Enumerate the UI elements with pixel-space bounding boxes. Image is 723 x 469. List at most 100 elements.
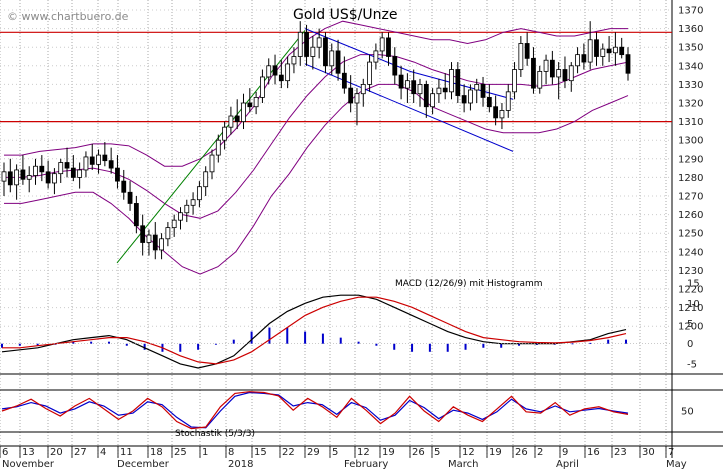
macd-histogram-bar (250, 331, 253, 344)
macd-tick-label: 5 (687, 319, 693, 330)
candle-up (354, 93, 360, 104)
candle-down (619, 46, 625, 56)
candle-down (121, 180, 127, 193)
price-tick-label: 1220 (678, 285, 703, 296)
candle-up (310, 46, 316, 57)
candle-down (581, 54, 587, 63)
candle-up (316, 37, 322, 48)
date-axis: 6 13 20 27 4 11 18 25 1 8 15 22 29 5 12 19 26 5 12 19 26 2 9 16… (0, 445, 723, 469)
candle-up (159, 238, 164, 251)
candle-down (606, 48, 612, 54)
day-tick-label: 23 (614, 447, 627, 458)
month-tick-label: February (344, 459, 388, 469)
candle-up (222, 126, 228, 141)
price-tick-label: 1200 (678, 322, 703, 333)
candle-up (518, 43, 524, 70)
day-tick-label: 8 (228, 447, 234, 458)
stochastic-tick-label: 50 (681, 407, 694, 418)
candle-down (398, 74, 404, 89)
day-tick-label: 1 (202, 447, 208, 458)
price-tick-label: 1350 (678, 43, 703, 54)
candle-down (335, 50, 341, 74)
candle-up (417, 84, 423, 95)
candle-up (209, 154, 215, 173)
candle-down (461, 95, 467, 104)
day-tick-label: 5 (434, 447, 440, 458)
day-tick-label: 15 (254, 447, 267, 458)
macd-histogram-bar (535, 343, 538, 345)
candlesticks (1, 21, 631, 260)
macd-histogram-bar (304, 331, 307, 344)
price-axis: 1200 1210 1220 1230 1240 1250 1260 1270 1280 1290… (671, 0, 703, 458)
candle-down (127, 191, 133, 204)
candle-down (7, 171, 13, 186)
candle-up (1, 171, 7, 182)
candle-up (568, 65, 574, 82)
month-tick-label: November (2, 459, 55, 469)
candle-up (33, 165, 38, 176)
macd-signal-line (2, 296, 627, 365)
candle-down (348, 87, 354, 104)
price-tick-label: 1260 (678, 210, 703, 221)
watermark: © www.chartbuero.de (7, 10, 129, 23)
day-tick-label: 29 (307, 447, 320, 458)
candle-down (272, 65, 278, 76)
day-tick-label: 12 (357, 447, 370, 458)
macd-histogram-bar (36, 343, 39, 346)
candle-down (45, 171, 51, 184)
candle-up (612, 46, 618, 54)
candle-down (486, 97, 492, 108)
macd-histogram-bar (268, 327, 271, 344)
macd-tick-label: 10 (687, 299, 700, 310)
macd-histogram-bar (339, 337, 342, 344)
candle-up (178, 212, 183, 221)
month-tick-label: May (666, 459, 687, 469)
candle-up (14, 169, 20, 186)
day-tick-label: 19 (489, 447, 502, 458)
month-tick-label: 2018 (228, 459, 253, 469)
price-tick-label: 1310 (678, 117, 703, 128)
candle-down (70, 167, 76, 178)
macd-histogram-bar (625, 339, 627, 344)
macd-tick-label: 15 (687, 279, 700, 290)
price-tick-label: 1340 (678, 61, 703, 72)
price-tick-label: 1270 (678, 192, 703, 203)
macd-histogram-bar (232, 339, 235, 344)
macd-histogram-bar (464, 343, 467, 350)
candle-down (304, 31, 309, 57)
candle-down (386, 37, 391, 57)
candle-down (64, 162, 70, 169)
day-tick-label: 12 (462, 447, 475, 458)
trendline (304, 63, 514, 152)
day-tick-label: 13 (22, 447, 35, 458)
candle-up (430, 93, 436, 108)
macd-histogram-bar (107, 341, 110, 344)
macd-histogram-bar (428, 343, 431, 352)
macd-histogram-bar (375, 343, 378, 346)
day-tick-label: 18 (150, 447, 163, 458)
macd-histogram-bar (197, 343, 200, 350)
macd-histogram-bar (357, 341, 360, 344)
macd-line (1, 294, 627, 369)
macd-label: MACD (12/26/9) mit Histogramm (395, 279, 543, 289)
candle-up (474, 84, 480, 91)
macd-histogram-bar (1, 343, 3, 348)
stochastic-panel: 50 (0, 373, 723, 433)
candle-up (260, 76, 265, 98)
candle-up (543, 59, 549, 72)
price-tick-label: 1210 (678, 303, 703, 314)
candle-up (329, 50, 335, 67)
candle-up (253, 97, 259, 108)
day-tick-label: 7 (668, 447, 674, 458)
candle-up (436, 87, 442, 95)
price-tick-label: 1320 (678, 99, 703, 110)
candle-down (493, 106, 499, 119)
candle-up (196, 186, 202, 201)
price-tick-label: 1280 (678, 173, 703, 184)
price-tick-label: 1330 (678, 80, 703, 91)
resistance-support-lines (0, 31, 672, 123)
day-tick-label: 16 (587, 447, 600, 458)
day-tick-label: 9 (562, 447, 568, 458)
day-tick-label: 26 (515, 447, 528, 458)
